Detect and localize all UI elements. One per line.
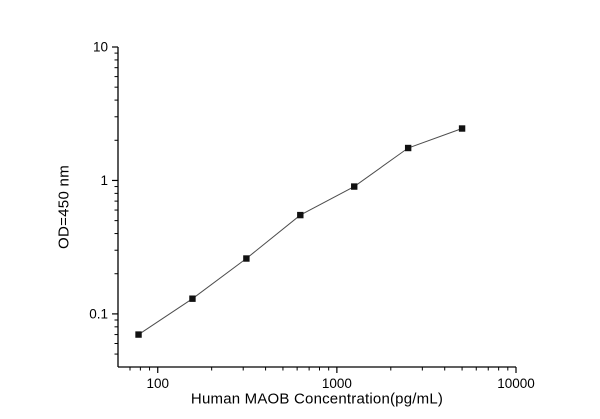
data-point-marker: [243, 255, 250, 262]
data-point-marker: [404, 144, 412, 152]
x-axis-tick-label: 10000: [497, 376, 535, 391]
y-axis-tick-label: 1: [100, 173, 108, 188]
data-point-marker: [458, 125, 466, 132]
standard-curve-line: [138, 128, 463, 335]
x-axis-tick-label: 1000: [322, 376, 352, 391]
data-point-marker: [189, 295, 196, 302]
y-axis-tick-label: 0.1: [89, 306, 108, 321]
y-axis-tick-label: 10: [93, 40, 108, 55]
data-point-marker: [297, 211, 304, 219]
data-point-marker: [351, 183, 358, 190]
data-point-marker: [135, 331, 142, 338]
x-axis-tick-label: 100: [146, 376, 169, 391]
x-axis-label: Human MAOB Concentration(pg/mL): [190, 390, 444, 408]
y-axis-label: OD=450 nm: [55, 165, 73, 249]
